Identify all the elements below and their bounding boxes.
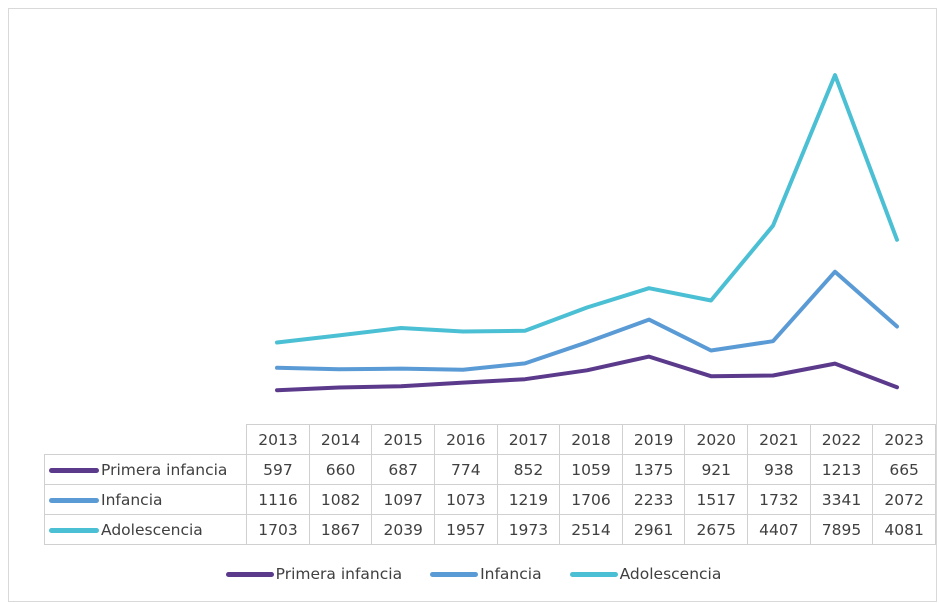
table-cell-primera-infancia-2022: 1213 <box>809 454 874 485</box>
legend-swatch-adolescencia <box>569 572 618 577</box>
table-cell-adolescencia-2021: 4407 <box>747 514 811 545</box>
legend-key-primera-infancia <box>49 467 99 473</box>
table-cell-adolescencia-2018: 2514 <box>559 514 623 545</box>
table-series-name: Infancia <box>101 490 163 509</box>
table-year-2014: 2014 <box>308 424 373 455</box>
table-row-infancia: Infancia 1116 1082 1097 1073 1219 1706 2233 1517… <box>43 484 936 515</box>
table-cell-adolescencia-2015: 2039 <box>371 514 435 545</box>
table-row-primera-infancia: Primera infancia 597 660 687 774 852 1059 1375 9… <box>43 454 936 485</box>
table-year-2013: 2013 <box>246 424 310 455</box>
table-cell-primera-infancia-2021: 938 <box>747 454 811 485</box>
table-cell-primera-infancia-2015: 687 <box>371 454 435 485</box>
table-cell-adolescencia-2017: 1973 <box>496 514 561 545</box>
table-cell-primera-infancia-2017: 852 <box>496 454 561 485</box>
series-line-infancia <box>275 269 899 372</box>
chart-area: 2013 2014 2015 2016 2017 2018 2019 2020 2021 2022… <box>8 8 937 602</box>
table-row-label-adolescencia: Adolescencia <box>43 514 248 545</box>
table-cell-primera-infancia-2018: 1059 <box>559 454 623 485</box>
data-table-corner <box>44 424 248 455</box>
table-cell-infancia-2019: 2233 <box>621 484 686 515</box>
table-year-2017: 2017 <box>496 424 561 455</box>
legend-label: Infancia <box>480 565 542 583</box>
table-cell-infancia-2021: 1732 <box>747 484 811 515</box>
table-cell-infancia-2014: 1082 <box>308 484 373 515</box>
table-year-2020: 2020 <box>684 424 749 455</box>
legend-swatch-infancia <box>430 572 479 577</box>
table-cell-infancia-2020: 1517 <box>684 484 749 515</box>
legend-item-primera-infancia: Primera infancia <box>225 565 403 583</box>
table-cell-adolescencia-2020: 2675 <box>684 514 749 545</box>
table-row-label-primera-infancia: Primera infancia <box>43 454 248 485</box>
table-cell-infancia-2017: 1219 <box>496 484 561 515</box>
legend-label: Adolescencia <box>619 565 722 583</box>
legend-swatch-primera-infancia <box>225 572 274 577</box>
legend-item-infancia: Infancia <box>430 565 542 583</box>
table-cell-adolescencia-2016: 1957 <box>434 514 498 545</box>
series-line-primera-infancia <box>275 354 899 393</box>
table-cell-infancia-2023: 2072 <box>872 484 936 515</box>
table-cell-infancia-2018: 1706 <box>559 484 623 515</box>
legend-label: Primera infancia <box>275 565 403 583</box>
table-cell-primera-infancia-2020: 921 <box>684 454 749 485</box>
table-year-2023: 2023 <box>872 424 936 455</box>
table-cell-primera-infancia-2014: 660 <box>308 454 373 485</box>
table-series-name: Primera infancia <box>101 460 228 479</box>
table-cell-adolescencia-2014: 1867 <box>308 514 373 545</box>
table-cell-infancia-2022: 3341 <box>809 484 874 515</box>
table-cell-primera-infancia-2016: 774 <box>434 454 498 485</box>
table-year-2016: 2016 <box>434 424 498 455</box>
table-cell-adolescencia-2013: 1703 <box>246 514 310 545</box>
table-year-2021: 2021 <box>747 424 811 455</box>
table-series-name: Adolescencia <box>101 520 203 539</box>
table-cell-adolescencia-2022: 7895 <box>809 514 874 545</box>
table-year-2019: 2019 <box>621 424 686 455</box>
legend: Primera infancia Infancia Adolescencia <box>9 565 938 583</box>
table-cell-infancia-2016: 1073 <box>434 484 498 515</box>
table-cell-adolescencia-2019: 2961 <box>621 514 686 545</box>
table-year-2022: 2022 <box>809 424 874 455</box>
data-table-header-row: 2013 2014 2015 2016 2017 2018 2019 2020 2021 2022… <box>44 424 936 455</box>
data-table: 2013 2014 2015 2016 2017 2018 2019 2020 2021 2022… <box>43 424 936 545</box>
table-year-2018: 2018 <box>559 424 623 455</box>
table-row-label-infancia: Infancia <box>43 484 248 515</box>
table-row-adolescencia: Adolescencia 1703 1867 2039 1957 1973 2514 2961… <box>43 514 936 545</box>
table-cell-primera-infancia-2013: 597 <box>246 454 310 485</box>
table-cell-adolescencia-2023: 4081 <box>872 514 936 545</box>
table-cell-primera-infancia-2019: 1375 <box>621 454 686 485</box>
legend-key-infancia <box>49 497 99 503</box>
legend-item-adolescencia: Adolescencia <box>569 565 722 583</box>
table-cell-primera-infancia-2023: 665 <box>872 454 936 485</box>
table-cell-infancia-2013: 1116 <box>246 484 310 515</box>
table-cell-infancia-2015: 1097 <box>371 484 435 515</box>
table-year-2015: 2015 <box>371 424 435 455</box>
plot-area <box>275 73 899 393</box>
legend-key-adolescencia <box>49 527 99 533</box>
series-line-adolescencia <box>275 73 899 345</box>
